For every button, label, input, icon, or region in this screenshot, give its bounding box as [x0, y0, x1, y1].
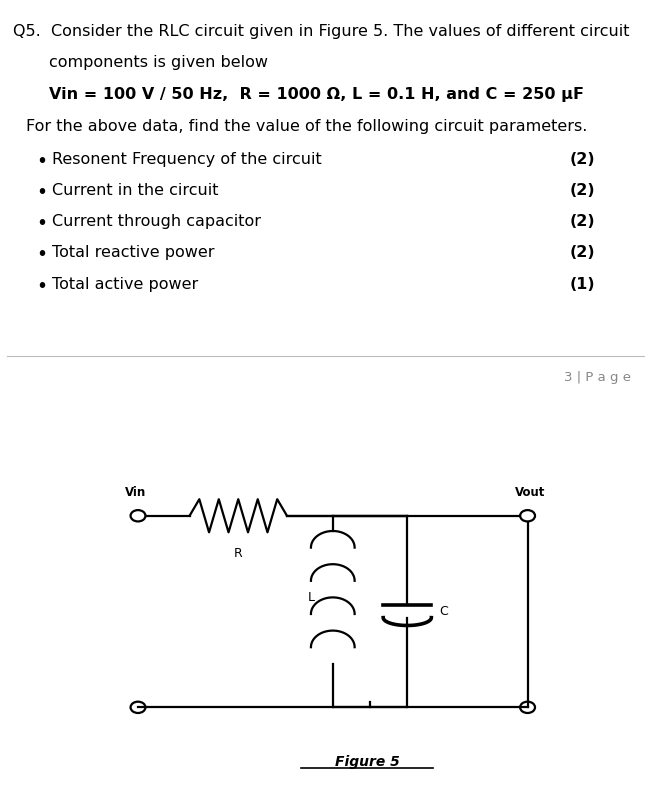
Text: Total active power: Total active power: [52, 277, 199, 292]
Text: Current through capacitor: Current through capacitor: [52, 215, 261, 229]
Text: R: R: [234, 547, 243, 560]
Text: Vin: Vin: [124, 486, 146, 499]
Text: •: •: [36, 152, 47, 171]
Text: (2): (2): [570, 215, 595, 229]
Text: 3 | P a g e: 3 | P a g e: [564, 371, 631, 384]
Text: Q5.  Consider the RLC circuit given in Figure 5. The values of different circuit: Q5. Consider the RLC circuit given in Fi…: [13, 24, 630, 40]
Text: •: •: [36, 245, 47, 264]
Text: (2): (2): [570, 152, 595, 167]
Text: L: L: [307, 591, 314, 604]
Text: •: •: [36, 183, 47, 202]
Text: Current in the circuit: Current in the circuit: [52, 183, 219, 198]
Text: Vout: Vout: [515, 486, 546, 499]
Text: Vin = 100 V / 50 Hz,  R = 1000 Ω, L = 0.1 H, and C = 250 μF: Vin = 100 V / 50 Hz, R = 1000 Ω, L = 0.1…: [49, 87, 584, 102]
Text: (1): (1): [570, 277, 595, 292]
Text: •: •: [36, 277, 47, 296]
Text: Figure 5: Figure 5: [335, 755, 400, 769]
Text: For the above data, find the value of the following circuit parameters.: For the above data, find the value of th…: [26, 120, 587, 134]
Text: C: C: [439, 605, 447, 618]
Text: components is given below: components is given below: [49, 55, 268, 70]
Text: (2): (2): [570, 245, 595, 261]
Text: (2): (2): [570, 183, 595, 198]
Text: Resonent Frequency of the circuit: Resonent Frequency of the circuit: [52, 152, 322, 167]
Text: •: •: [36, 215, 47, 233]
Text: Total reactive power: Total reactive power: [52, 245, 215, 261]
